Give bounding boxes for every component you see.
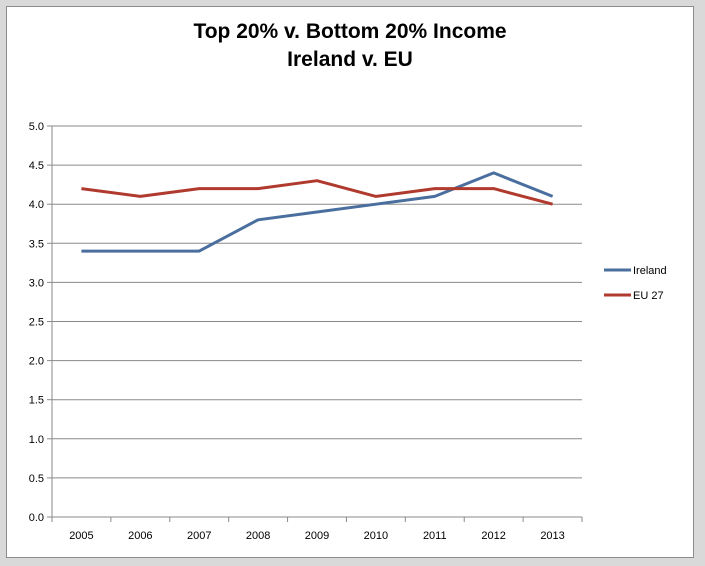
y-tick-label: 1.0 xyxy=(29,434,44,446)
x-tick-label: 2012 xyxy=(481,530,505,542)
y-tick-label: 0.5 xyxy=(29,473,44,485)
y-axis: 0.0 0.5 1.0 1.5 2.0 2.5 3.0 3.5 4.0 4.5 5.0 xyxy=(29,121,53,524)
series-line-eu-27 xyxy=(81,179,553,206)
y-tick-label: 5.0 xyxy=(29,121,44,133)
y-tick-label: 1.5 xyxy=(29,395,44,407)
series-lines xyxy=(81,171,554,253)
x-tick-label: 2008 xyxy=(246,530,270,542)
x-tick-label: 2011 xyxy=(423,530,447,542)
series-line-ireland xyxy=(81,171,554,253)
y-tick-label: 3.0 xyxy=(29,277,44,289)
legend-label: Ireland xyxy=(633,265,667,277)
y-tick-label: 2.0 xyxy=(29,356,44,368)
y-tick-label: 4.0 xyxy=(29,199,44,211)
y-tick-label: 2.5 xyxy=(29,317,44,329)
x-tick-label: 2013 xyxy=(540,530,564,542)
chart-title-line-1: Top 20% v. Bottom 20% Income xyxy=(193,20,507,43)
gridlines xyxy=(52,125,582,479)
x-axis: 2005 2006 2007 2008 2009 2010 2011 2012 2013 xyxy=(51,516,583,542)
chart-title-line-2: Ireland v. EU xyxy=(287,48,413,71)
x-tick-label: 2006 xyxy=(128,530,152,542)
legend: Ireland EU 27 xyxy=(604,265,667,302)
x-tick-label: 2005 xyxy=(69,530,93,542)
y-tick-label: 4.5 xyxy=(29,160,44,172)
chart-title: Top 20% v. Bottom 20% Income Ireland v. … xyxy=(0,18,700,74)
x-tick-label: 2007 xyxy=(187,530,211,542)
x-tick-label: 2009 xyxy=(305,530,329,542)
y-tick-label: 0.0 xyxy=(29,512,44,524)
x-tick-label: 2010 xyxy=(364,530,388,542)
y-tick-label: 3.5 xyxy=(29,238,44,250)
legend-label: EU 27 xyxy=(633,290,664,302)
